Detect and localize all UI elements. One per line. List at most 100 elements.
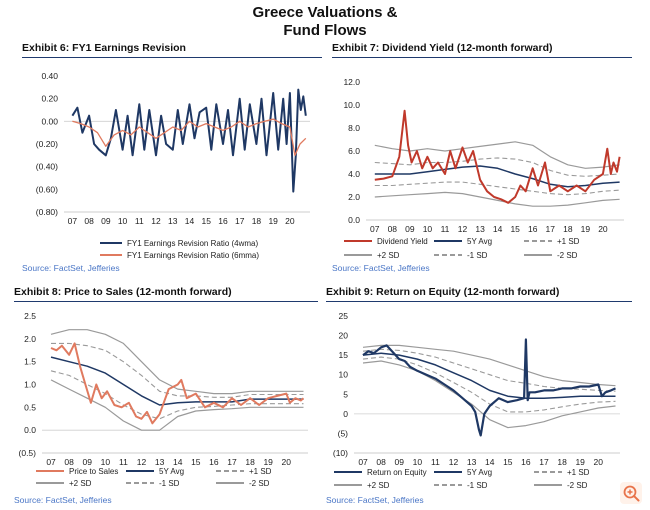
ex7-xtick-label: 13 <box>475 224 485 234</box>
ex7-legend-label: +2 SD <box>377 251 400 260</box>
ex7-xtick-label: 18 <box>563 224 573 234</box>
ex8-ytick-label: 0.5 <box>24 402 36 412</box>
ex7-series-dividend-yield <box>374 109 621 204</box>
ex6-ytick-label: 0.20 <box>41 94 58 104</box>
ex8-xtick-label: 12 <box>137 457 147 467</box>
ex9-ytick-label: 15 <box>339 350 349 360</box>
exhibit-8-title: Exhibit 8: Price to Sales (12-month forw… <box>14 286 232 298</box>
page-title: Greece Valuations & Fund Flows <box>0 4 650 40</box>
ex9-xtick-label: 16 <box>521 457 531 467</box>
exhibit-7-chart: 12.0 10.0 8.0 6.0 4.0 2.0 0.0 07 08 09 10 11 12 13 14 1… <box>343 77 624 260</box>
ex7-xtick-label: 12 <box>458 224 468 234</box>
ex9-legend-label: -2 SD <box>567 481 588 490</box>
ex6-xtick-label: 20 <box>285 216 295 226</box>
ex9-xtick-label: 12 <box>449 457 459 467</box>
ex6-xtick-label: 16 <box>218 216 228 226</box>
ex9-ytick-label: 20 <box>339 331 349 341</box>
ex8-ytick-label: 2.0 <box>24 334 36 344</box>
ex9-xtick-label: 15 <box>503 457 513 467</box>
ex6-series-fy1-earnings-revision-ratio-6mma <box>72 118 307 156</box>
ex7-series-2-sd <box>374 141 620 169</box>
ex8-xtick-label: 10 <box>101 457 111 467</box>
ex7-xtick-label: 19 <box>581 224 591 234</box>
ex8-series-5y-avg <box>50 356 304 406</box>
ex9-legend-label: +2 SD <box>367 481 390 490</box>
ex9-xtick-label: 13 <box>467 457 477 467</box>
zoom-in-button[interactable] <box>620 482 642 504</box>
ex9-ytick-label: 0 <box>343 409 348 419</box>
ex8-ytick-label: 2.5 <box>24 311 36 321</box>
ex7-legend-label: -1 SD <box>467 251 488 260</box>
ex9-xtick-label: 20 <box>594 457 604 467</box>
exhibit-9-chart: 25 20 15 10 5 0 (5) (10) 07 08 09 10 11 12 13 14 15 16 17 1… <box>333 311 620 490</box>
ex8-ytick-label: 0.0 <box>24 425 36 435</box>
exhibit-8-title-rule <box>14 301 318 302</box>
ex8-xtick-label: 17 <box>227 457 237 467</box>
ex9-ytick-label: 5 <box>343 389 348 399</box>
ex8-xtick-label: 20 <box>282 457 292 467</box>
ex9-legend-label: +1 SD <box>567 468 590 477</box>
exhibit-7-title-rule <box>332 57 632 58</box>
ex7-xtick-label: 20 <box>598 224 608 234</box>
ex6-xtick-label: 19 <box>268 216 278 226</box>
ex7-ytick-label: 12.0 <box>343 77 360 87</box>
ex6-xtick-label: 13 <box>168 216 178 226</box>
ex8-series-price-to-sales <box>50 342 305 425</box>
ex6-xtick-label: 14 <box>185 216 195 226</box>
ex7-series-1-sd <box>374 181 620 196</box>
ex7-ytick-label: 4.0 <box>348 169 360 179</box>
exhibit-6-panel: Exhibit 6: FY1 Earnings Revision 0.40 0.2… <box>22 42 322 278</box>
ex6-legend-label: FY1 Earnings Revision Ratio (4wma) <box>127 239 258 248</box>
ex9-xtick-label: 17 <box>539 457 549 467</box>
ex8-xtick-label: 09 <box>83 457 93 467</box>
ex9-xtick-label: 11 <box>431 457 440 467</box>
exhibit-7-panel: Exhibit 7: Dividend Yield (12-month forw… <box>332 42 632 278</box>
ex7-xtick-label: 11 <box>441 224 450 234</box>
ex8-ytick-label: 1.0 <box>24 380 36 390</box>
ex8-legend-label: Price to Sales <box>69 467 118 476</box>
ex8-xtick-label: 14 <box>173 457 183 467</box>
ex7-xtick-label: 09 <box>405 224 415 234</box>
ex8-xtick-label: 07 <box>46 457 56 467</box>
ex9-xtick-label: 09 <box>395 457 405 467</box>
ex9-ytick-label: (10) <box>333 448 348 458</box>
ex8-series-1-sd <box>51 342 304 398</box>
ex7-xtick-label: 17 <box>546 224 556 234</box>
exhibit-7-source: Source: FactSet, Jefferies <box>332 263 430 273</box>
ex7-series-2-sd <box>374 191 620 207</box>
ex6-xtick-label: 18 <box>252 216 262 226</box>
exhibit-9-panel: Exhibit 9: Return on Equity (12-month fo… <box>326 286 632 508</box>
ex7-ytick-label: 2.0 <box>348 192 360 202</box>
ex7-xtick-label: 10 <box>423 224 433 234</box>
ex9-series-2-sd <box>362 360 616 429</box>
exhibit-6-chart: 0.40 0.20 0.00 (0.20) (0.40) (0.60) (0.80) 07 08… <box>36 71 310 260</box>
ex9-xtick-label: 19 <box>575 457 585 467</box>
ex9-ytick-label: 10 <box>339 370 349 380</box>
ex9-xtick-label: 08 <box>376 457 386 467</box>
ex6-ytick-label: 0.40 <box>41 71 58 81</box>
ex7-ytick-label: 8.0 <box>348 123 360 133</box>
exhibit-6-title: Exhibit 6: FY1 Earnings Revision <box>22 42 186 54</box>
ex7-xtick-label: 07 <box>370 224 380 234</box>
ex9-series-1-sd <box>362 348 616 392</box>
ex9-series-5y-avg <box>362 352 616 399</box>
ex8-series-2-sd <box>50 329 304 395</box>
page-title-line-1: Greece Valuations & <box>252 4 398 21</box>
ex6-ytick-label: 0.00 <box>41 116 58 126</box>
ex6-ytick-label: (0.60) <box>36 184 58 194</box>
ex7-xtick-label: 16 <box>528 224 538 234</box>
ex8-series-2-sd <box>50 379 304 431</box>
ex6-xtick-label: 11 <box>135 216 144 226</box>
ex8-xtick-label: 16 <box>209 457 219 467</box>
ex8-xtick-label: 19 <box>263 457 273 467</box>
ex8-legend-label: +1 SD <box>249 467 272 476</box>
ex7-legend-label: 5Y Avg <box>467 237 492 246</box>
ex7-legend-label: -2 SD <box>557 251 578 260</box>
exhibit-8-source: Source: FactSet, Jefferies <box>14 495 112 505</box>
ex6-xtick-label: 07 <box>68 216 78 226</box>
ex8-ytick-label: 1.5 <box>24 357 36 367</box>
ex8-xtick-label: 13 <box>155 457 165 467</box>
ex6-xtick-label: 17 <box>235 216 245 226</box>
ex6-xtick-label: 08 <box>84 216 94 226</box>
ex6-ytick-label: (0.80) <box>36 207 58 217</box>
